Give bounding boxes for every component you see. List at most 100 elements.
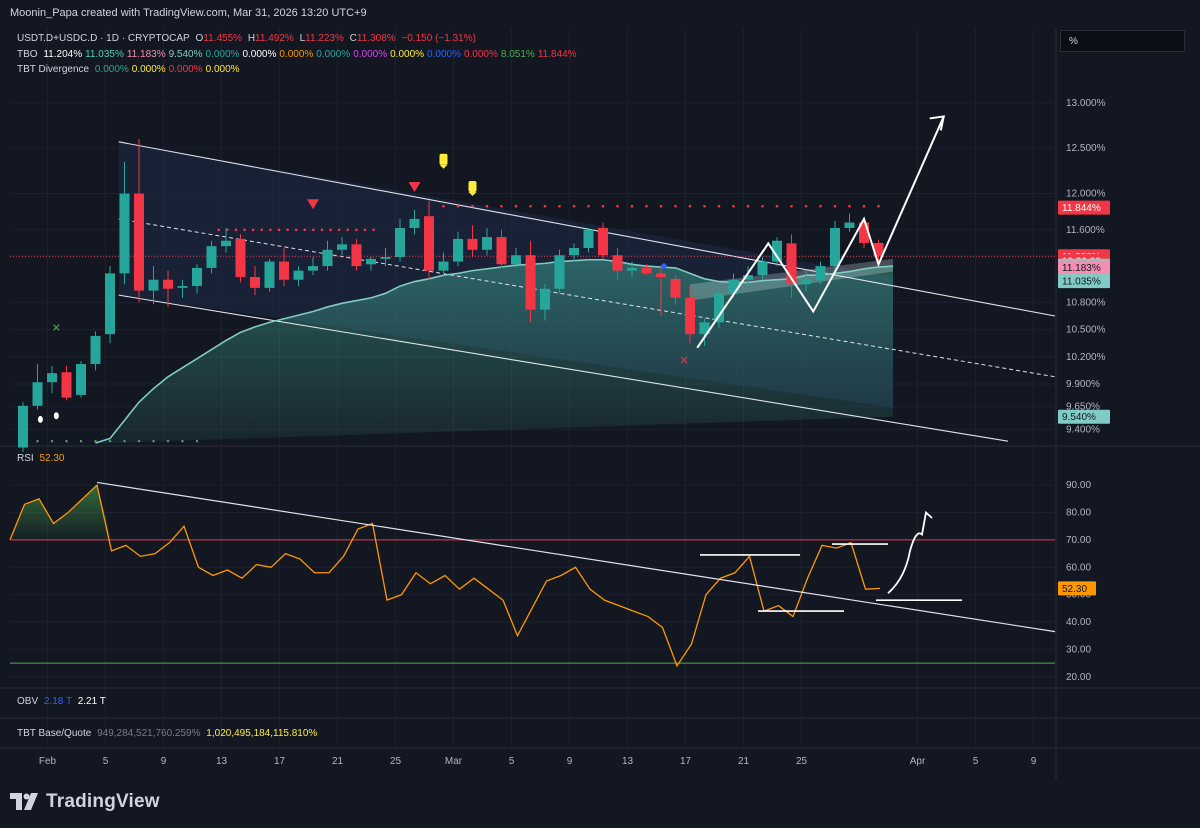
resistance-dot — [732, 204, 735, 208]
candle-body — [670, 278, 681, 298]
y-tick-label: 10.800% — [1066, 297, 1106, 308]
resistance-dot — [819, 204, 822, 208]
rsi-trendline — [96, 481, 1056, 633]
y-tick-label: 12.000% — [1066, 189, 1106, 200]
tbt-base-quote-value-1: 949,284,521,760.259% — [97, 728, 201, 739]
obv-value-2: 2.21 T — [77, 696, 106, 707]
tbt-divergence-label[interactable]: TBT Divergence — [17, 64, 90, 75]
high-label: H — [247, 33, 256, 44]
resistance-dot — [877, 204, 880, 208]
tbt-base-quote-value-2: 1,020,495,184,115.810% — [206, 728, 318, 739]
rsi-legend: RSI 52.30 — [17, 453, 64, 464]
tbo-value-0: 11.204% — [43, 49, 83, 60]
candle-body — [438, 261, 449, 271]
candle-body — [873, 242, 884, 257]
change-value: −0.150 (−1.31%) — [401, 33, 476, 44]
candle-body — [206, 246, 217, 268]
rsi-tick-label: 80.00 — [1066, 508, 1091, 519]
resistance-dot — [616, 204, 619, 208]
support-dot — [181, 439, 184, 443]
resistance-dot — [329, 228, 332, 232]
tbtdiv-value-0: 0.000% — [94, 64, 129, 75]
resistance-dot — [277, 228, 281, 232]
resistance-dot — [645, 204, 648, 208]
candle-body — [192, 267, 202, 287]
low-label: L — [299, 33, 306, 44]
resistance-dot — [761, 204, 764, 208]
channel-upper-line — [118, 141, 1056, 317]
candle-body — [554, 255, 565, 289]
rsi-label-bg — [1058, 581, 1096, 596]
tbo-values: 11.204% 11.035% 11.183% 9.540% 0.000% 0.000% 0… — [43, 49, 579, 60]
resistance-dot — [674, 204, 677, 208]
candle-body — [830, 228, 840, 267]
projection-arrowhead — [929, 115, 946, 131]
rsi-projection-stroke — [887, 510, 933, 594]
tbtdiv-value-3: 0.000% — [205, 64, 240, 75]
x-tick-label: 9 — [1031, 756, 1037, 767]
candle-body — [627, 267, 637, 271]
tbo-value-2: 11.183% — [126, 49, 166, 60]
candle-body — [728, 279, 739, 294]
rsi-tick-label: 20.00 — [1066, 672, 1091, 683]
x-tick-label: Mar — [445, 756, 463, 767]
support-dot — [50, 439, 54, 443]
header-bar: Moonin_Papa created with TradingView.com… — [0, 0, 1200, 26]
support-dot — [108, 439, 112, 443]
candle-body — [496, 237, 507, 265]
price-label-bg — [1058, 409, 1110, 424]
resistance-dot — [234, 228, 238, 232]
support-dot — [65, 439, 68, 443]
candle-body — [569, 247, 579, 256]
symbol-name[interactable]: USDT.D+USDC.D · 1D · CRYPTOCAP — [17, 33, 190, 44]
tbo-legend: TBO 11.204% 11.035% 11.183% 9.540% 0.000% 0.0… — [17, 49, 583, 60]
resistance-dot — [363, 228, 367, 232]
candle-body — [409, 218, 420, 229]
support-dot — [79, 439, 83, 443]
candle-body — [859, 222, 869, 243]
x-tick-label: 25 — [390, 756, 402, 767]
obv-label[interactable]: OBV — [17, 696, 39, 707]
resistance-dot — [804, 204, 808, 208]
resistance-dot — [346, 228, 350, 232]
x-tick-label: 17 — [274, 756, 286, 767]
tbt-base-quote-label[interactable]: TBT Base/Quote — [17, 728, 92, 739]
candle-body — [61, 372, 72, 398]
support-dot — [123, 439, 126, 443]
candle-body — [467, 238, 478, 250]
support-dot — [152, 439, 155, 443]
candle-body — [105, 273, 115, 335]
candle-body — [772, 240, 782, 262]
tradingview-logo[interactable]: TradingView — [10, 791, 160, 813]
yellow-flag-marker — [439, 153, 448, 165]
x-tick-label: 9 — [567, 756, 573, 767]
y-tick-label: 9.900% — [1066, 379, 1100, 390]
resistance-dot — [303, 228, 307, 232]
resistance-dot — [514, 204, 518, 208]
rsi-tick-label: 60.00 — [1066, 562, 1091, 573]
sell-triangle-marker — [408, 182, 421, 192]
resistance-dot — [659, 204, 663, 208]
rsi-label[interactable]: RSI — [17, 453, 34, 464]
percent-scale-toggle[interactable]: % — [1060, 30, 1185, 52]
y-tick-label: 10.500% — [1066, 325, 1106, 336]
tbo-label[interactable]: TBO — [17, 49, 38, 60]
open-label: O — [195, 33, 204, 44]
x-tick-label: 5 — [973, 756, 979, 767]
candle-body — [90, 335, 101, 365]
resistance-dot — [601, 204, 605, 208]
tbo-value-12: 8.051% — [500, 49, 535, 60]
candle-body — [47, 373, 57, 383]
candle-body — [641, 267, 652, 274]
obv-value-1: 2.18 T — [43, 696, 72, 707]
candle-body — [337, 244, 347, 250]
resistance-dot — [337, 228, 341, 232]
x-tick-label: 21 — [332, 756, 344, 767]
candle-body — [279, 261, 289, 280]
x-tick-label: 25 — [796, 756, 808, 767]
candle-body — [525, 255, 536, 310]
tbo-value-8: 0.000% — [353, 49, 388, 60]
candle-body — [250, 276, 260, 288]
yellow-flag-marker — [468, 181, 477, 192]
